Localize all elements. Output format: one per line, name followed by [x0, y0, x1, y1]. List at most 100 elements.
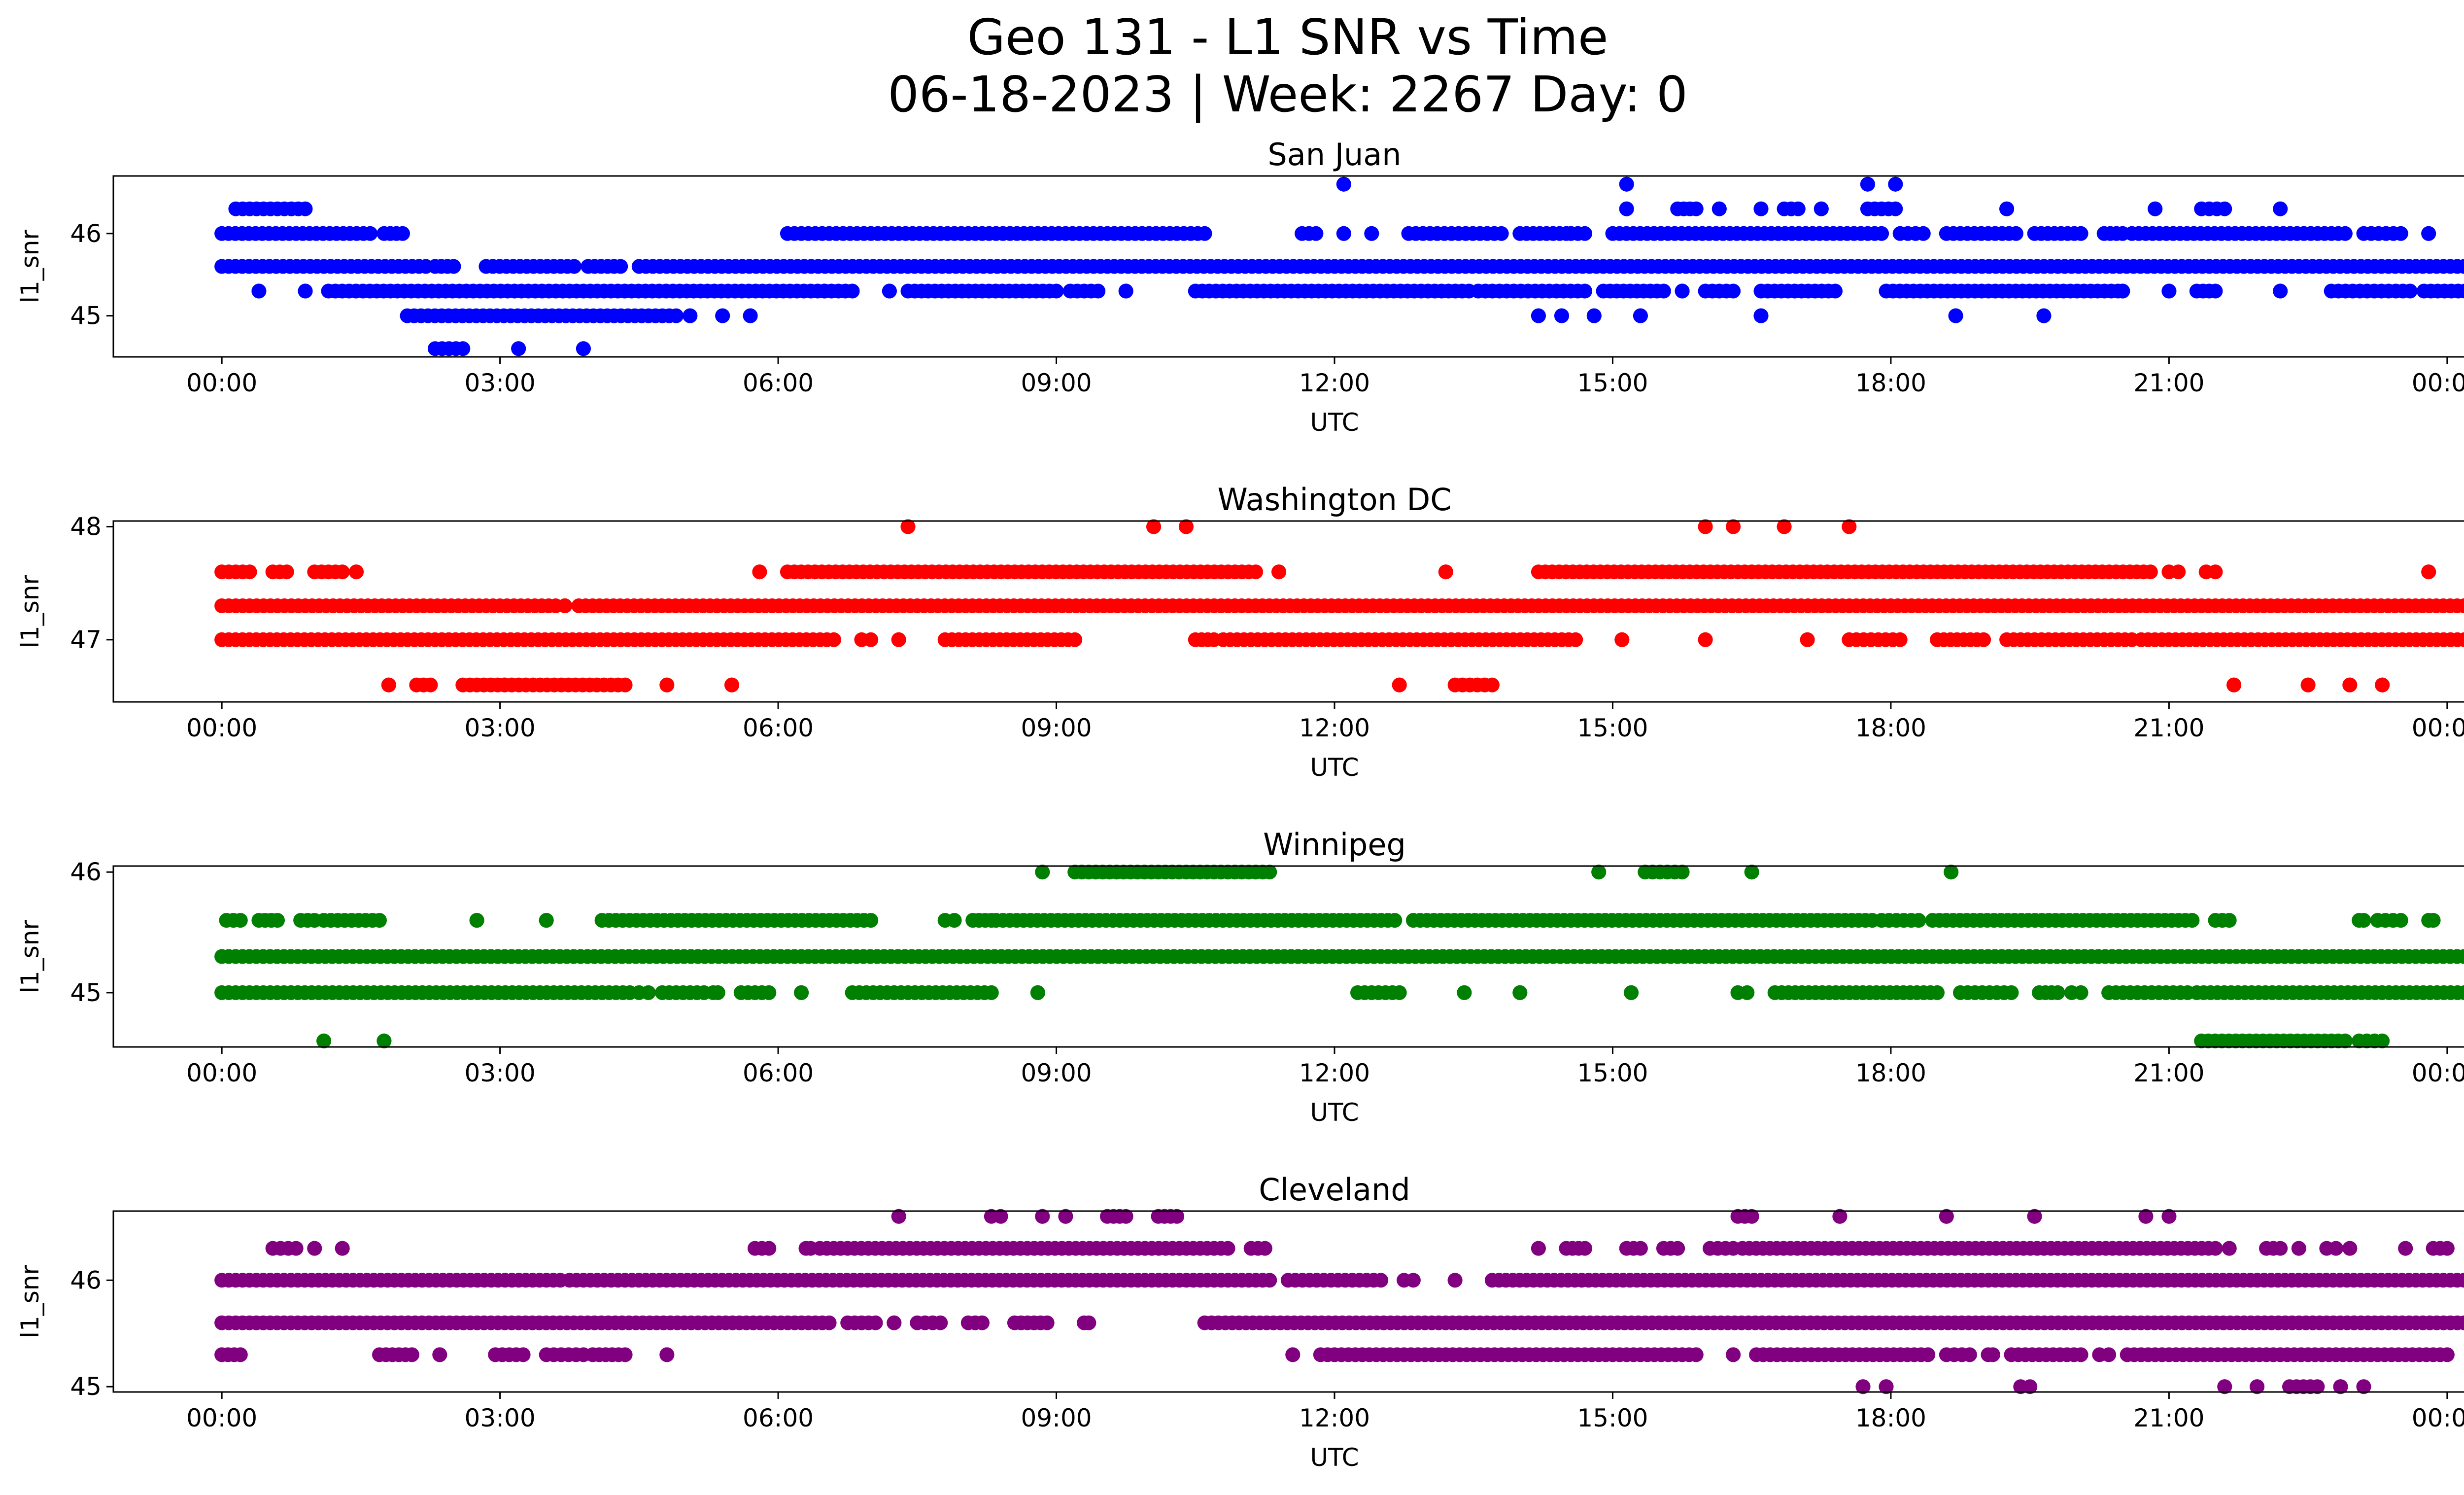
data-point — [1512, 985, 1528, 1000]
data-point — [947, 913, 962, 928]
data-point — [743, 308, 758, 323]
data-point — [307, 1241, 322, 1256]
data-point — [1484, 677, 1500, 693]
data-point — [1035, 865, 1050, 880]
x-tick-label: 21:00 — [2133, 369, 2204, 397]
y-tick-label: 46 — [70, 219, 102, 248]
data-point — [298, 201, 313, 216]
data-point — [2073, 1347, 2088, 1362]
data-point — [1842, 519, 1857, 534]
data-point — [2217, 201, 2232, 216]
x-tick-label: 15:00 — [1577, 714, 1648, 742]
x-tick-label: 18:00 — [1855, 369, 1926, 397]
data-point — [432, 1347, 447, 1362]
data-point — [1364, 226, 1379, 241]
plot-frame — [112, 1210, 2464, 1393]
data-point — [270, 913, 285, 928]
data-point — [251, 283, 267, 299]
data-point — [794, 985, 809, 1000]
data-point — [724, 677, 739, 693]
data-point — [2273, 283, 2288, 299]
y-tick-label: 48 — [70, 512, 102, 541]
data-point — [1790, 201, 1806, 216]
data-point — [423, 677, 438, 693]
data-point — [2356, 1379, 2371, 1394]
data-point — [2143, 564, 2158, 580]
x-tick-label: 00:00 — [2412, 1059, 2464, 1087]
data-point — [1118, 283, 1133, 299]
panel-title: Winnipeg — [1263, 827, 1406, 863]
data-point — [2328, 1241, 2344, 1256]
data-point — [617, 677, 633, 693]
data-point — [1711, 201, 1727, 216]
data-point — [1438, 564, 1453, 580]
data-point — [2342, 1241, 2358, 1256]
data-point — [1920, 1347, 1936, 1362]
data-point — [821, 1315, 837, 1330]
data-point — [2457, 1273, 2464, 1288]
data-point — [1494, 226, 1509, 241]
data-point — [1753, 308, 1769, 323]
data-point — [1670, 1241, 1685, 1256]
data-point — [2073, 226, 2088, 241]
data-point — [752, 564, 767, 580]
data-point — [1591, 865, 1607, 880]
data-point — [2073, 985, 2088, 1000]
data-point — [279, 564, 294, 580]
data-point — [659, 677, 675, 693]
x-tick-label: 06:00 — [743, 1404, 814, 1432]
data-point — [1308, 226, 1324, 241]
x-tick-label: 12:00 — [1299, 1404, 1370, 1432]
data-point — [2300, 677, 2316, 693]
data-point — [659, 1347, 675, 1362]
data-point — [1688, 1347, 1704, 1362]
data-point — [2050, 985, 2065, 1000]
data-point — [863, 632, 879, 647]
data-point — [576, 341, 591, 356]
data-point — [1656, 283, 1671, 299]
x-axis-label: UTC — [1310, 1443, 1359, 1472]
data-point — [1888, 176, 1903, 192]
panel-title: Cleveland — [1259, 1172, 1410, 1208]
data-point — [1531, 1241, 1546, 1256]
data-point — [1285, 1347, 1300, 1362]
data-point — [1392, 985, 1407, 1000]
data-point — [1531, 308, 1546, 323]
data-point — [2457, 632, 2464, 647]
x-tick-label: 00:00 — [186, 1059, 257, 1087]
data-point — [2022, 1379, 2038, 1394]
data-point — [1944, 865, 1959, 880]
data-point — [1392, 677, 1407, 693]
data-point — [1916, 226, 1931, 241]
data-point — [2421, 564, 2436, 580]
data-point — [710, 985, 725, 1000]
data-point — [1577, 283, 1592, 299]
data-point — [1257, 1241, 1272, 1256]
data-point — [1262, 1273, 1277, 1288]
data-point — [2250, 1379, 2265, 1394]
data-point — [2457, 949, 2464, 964]
data-point — [511, 341, 526, 356]
data-point — [2273, 201, 2288, 216]
data-point — [446, 259, 461, 274]
x-tick-label: 00:00 — [2412, 369, 2464, 397]
x-tick-label: 09:00 — [1021, 1059, 1092, 1087]
x-tick-label: 03:00 — [465, 1404, 536, 1432]
data-point — [1568, 632, 1583, 647]
data-point — [2439, 1241, 2455, 1256]
data-point — [1828, 283, 1843, 299]
data-point — [1373, 1273, 1389, 1288]
data-point — [715, 308, 730, 323]
data-point — [242, 564, 257, 580]
data-point — [2036, 308, 2052, 323]
data-point — [1860, 176, 1875, 192]
data-point — [376, 1033, 392, 1048]
data-point — [2222, 1241, 2237, 1256]
data-point — [298, 283, 313, 299]
data-point — [1067, 632, 1083, 647]
data-point — [233, 913, 248, 928]
data-point — [2004, 985, 2019, 1000]
data-point — [1744, 865, 1759, 880]
y-tick-label: 45 — [70, 1372, 102, 1401]
figure-title: Geo 131 - L1 SNR vs Time — [967, 8, 1608, 66]
